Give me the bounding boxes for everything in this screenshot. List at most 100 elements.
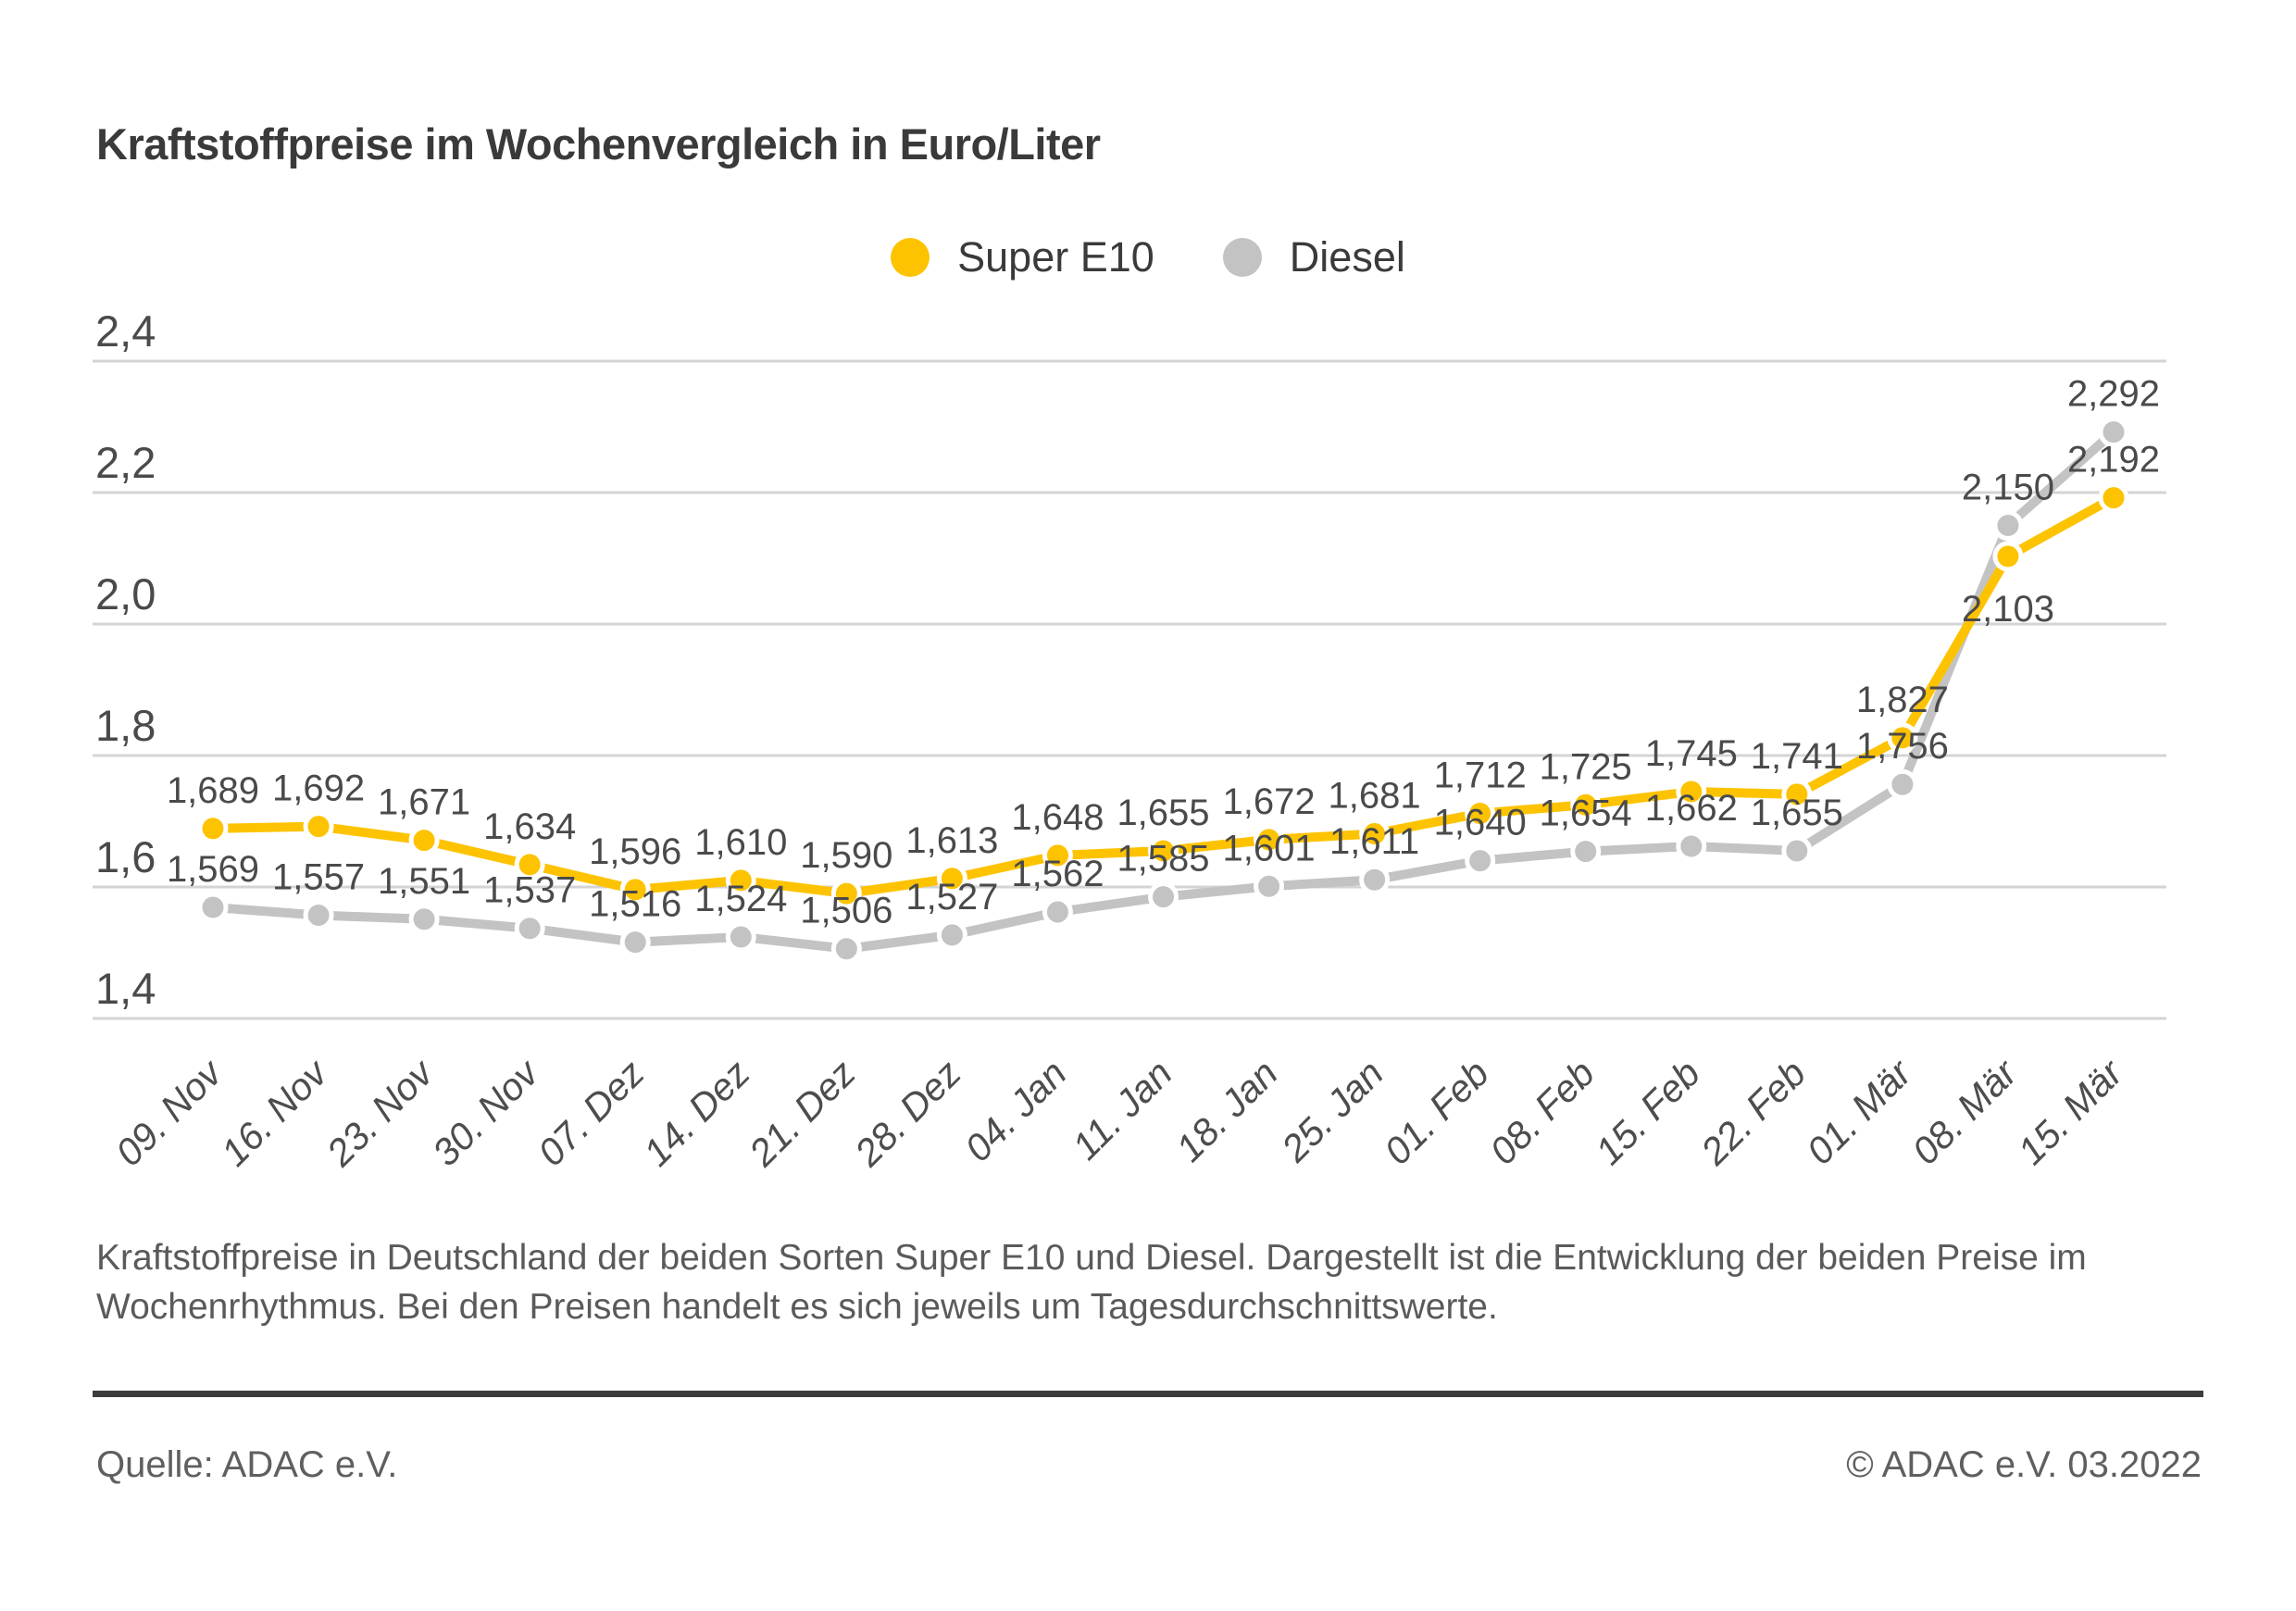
super-e10-point: [1781, 779, 1813, 810]
super-e10-value-label: 2,103: [1962, 589, 2054, 630]
x-axis-label: 01. Mär: [1798, 1050, 1920, 1172]
diesel-point: [2098, 417, 2129, 448]
super-e10-value-label: 1,655: [1117, 793, 1209, 833]
super-e10-point: [1254, 824, 1285, 855]
diesel-value-label: 2,150: [1962, 468, 2054, 508]
diesel-point: [936, 919, 967, 951]
diesel-value-label: 2,292: [2067, 374, 2160, 415]
diesel-point: [1570, 836, 1602, 868]
diesel-value-label: 1,516: [589, 884, 681, 925]
chart-description: Kraftstoffpreise in Deutschland der beid…: [96, 1233, 2207, 1331]
super-e10-point: [1992, 541, 2024, 572]
legend-item-diesel: Diesel: [1222, 233, 1405, 281]
legend-label-super-e10: Super E10: [957, 233, 1154, 281]
super-e10-point: [830, 878, 862, 909]
y-axis-label: 1,4: [95, 964, 156, 1013]
page-title: Kraftstoffpreise im Wochenvergleich in E…: [96, 119, 1101, 169]
diesel-value-label: 1,506: [800, 891, 892, 931]
super-e10-point: [1148, 835, 1179, 867]
super-e10-value-label: 1,671: [378, 782, 470, 823]
diesel-point: [1992, 510, 2024, 541]
legend-label-diesel: Diesel: [1289, 233, 1405, 281]
x-axis-label: 14. Dez: [635, 1052, 757, 1174]
x-axis-label: 11. Jan: [1064, 1052, 1179, 1168]
diesel-point: [1887, 768, 1918, 800]
super-e10-point: [619, 874, 651, 905]
diesel-value-label: 1,654: [1540, 793, 1632, 834]
diesel-value-label: 1,611: [1329, 821, 1419, 862]
x-axis-label: 16. Nov: [213, 1050, 337, 1174]
super-e10-value-label: 1,689: [167, 770, 259, 811]
y-axis-label: 2,0: [95, 569, 156, 618]
diesel-point: [303, 900, 334, 931]
diesel-point: [197, 892, 229, 923]
diesel-value-label: 1,569: [167, 849, 259, 890]
y-axis-label: 1,6: [95, 832, 156, 881]
diesel-value-label: 1,527: [905, 877, 998, 918]
super-e10-point: [408, 825, 440, 856]
super-e10-point: [1887, 722, 1918, 754]
divider: [93, 1391, 2203, 1397]
x-axis-label: 01. Feb: [1376, 1052, 1497, 1173]
diesel-point: [830, 933, 862, 965]
super-e10-point: [2098, 482, 2129, 514]
diesel-point: [1465, 845, 1496, 877]
x-axis-label: 09. Nov: [107, 1050, 231, 1174]
super-e10-point: [197, 813, 229, 844]
super-e10-point: [936, 863, 967, 894]
x-axis-label: 04. Jan: [956, 1052, 1075, 1170]
super-e10-point: [1465, 797, 1496, 829]
super-e10-value-label: 1,613: [905, 820, 998, 861]
super-e10-value-label: 1,725: [1540, 746, 1632, 787]
x-axis-label: 30. Nov: [424, 1050, 548, 1174]
diesel-value-label: 1,662: [1645, 788, 1738, 829]
y-axis-label: 2,2: [95, 438, 156, 487]
super-e10-swatch-icon: [891, 238, 930, 277]
super-e10-value-label: 1,590: [800, 835, 892, 876]
diesel-point: [1254, 870, 1285, 902]
super-e10-point: [514, 849, 545, 880]
x-axis-label: 15. Feb: [1587, 1052, 1708, 1173]
diesel-point: [408, 904, 440, 935]
x-axis-label: 15. Mär: [2010, 1050, 2132, 1172]
chart-description-line1: Kraftstoffpreise in Deutschland der beid…: [96, 1238, 2087, 1278]
x-axis-label: 08. Mär: [1903, 1050, 2026, 1172]
super-e10-value-label: 1,610: [694, 822, 787, 863]
super-e10-point: [303, 811, 334, 843]
y-axis-label: 1,8: [95, 701, 156, 750]
super-e10-value-label: 1,692: [272, 768, 365, 809]
diesel-value-label: 1,551: [378, 861, 470, 902]
super-e10-point: [725, 865, 756, 896]
diesel-value-label: 1,562: [1011, 854, 1104, 894]
super-e10-point: [1676, 776, 1707, 807]
diesel-point: [1781, 835, 1813, 867]
x-axis-label: 18. Jan: [1167, 1052, 1286, 1170]
x-axis-label: 28. Dez: [846, 1052, 969, 1175]
diesel-point: [514, 913, 545, 944]
super-e10-value-label: 1,681: [1329, 775, 1421, 816]
diesel-swatch-icon: [1222, 238, 1262, 277]
diesel-value-label: 1,537: [483, 870, 576, 911]
x-axis-label: 08. Feb: [1481, 1052, 1603, 1173]
super-e10-value-label: 1,827: [1856, 680, 1949, 720]
legend-item-super-e10: Super E10: [891, 233, 1154, 281]
x-axis-label: 23. Nov: [318, 1050, 443, 1175]
diesel-point: [1359, 864, 1391, 895]
diesel-value-label: 1,756: [1856, 726, 1949, 767]
diesel-point: [1148, 881, 1179, 913]
y-axis-label: 2,4: [95, 306, 156, 356]
diesel-value-label: 1,585: [1117, 839, 1209, 880]
super-e10-point: [1359, 818, 1391, 849]
diesel-value-label: 1,655: [1751, 793, 1843, 833]
footer: Quelle: ADAC e.V. © ADAC e.V. 03.2022: [96, 1444, 2202, 1486]
super-e10-point: [1042, 840, 1073, 871]
super-e10-value-label: 1,745: [1645, 733, 1738, 774]
source-text: Quelle: ADAC e.V.: [96, 1444, 398, 1485]
super-e10-value-label: 1,672: [1223, 781, 1316, 822]
diesel-value-label: 1,524: [694, 879, 787, 919]
super-e10-value-label: 1,596: [589, 831, 681, 872]
diesel-value-label: 1,557: [272, 857, 365, 898]
x-axis-label: 25. Jan: [1273, 1052, 1391, 1170]
